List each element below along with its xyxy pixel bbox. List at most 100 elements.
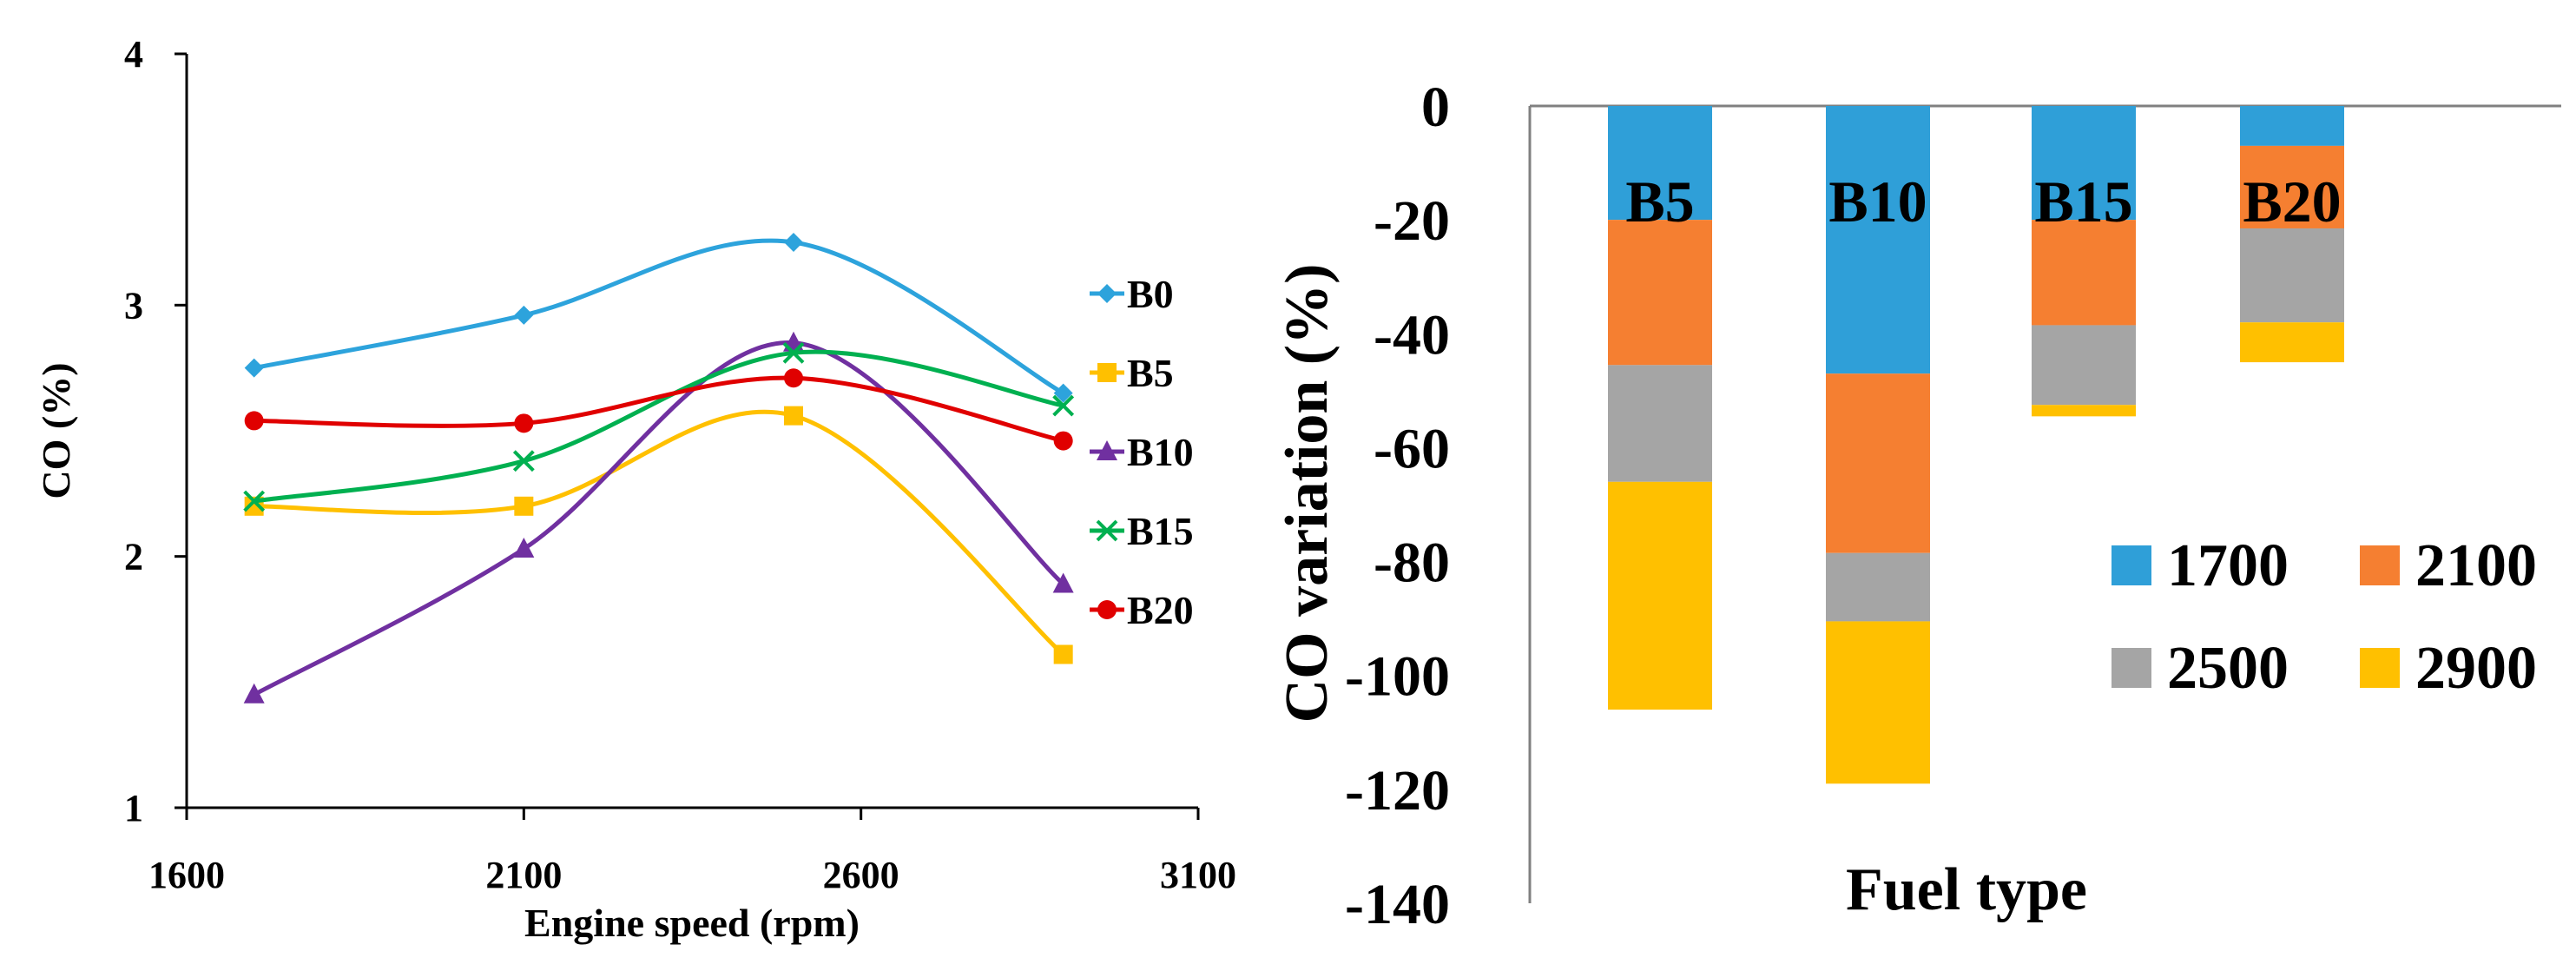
bar-segment-1700 <box>1608 106 1712 221</box>
data-point-b5 <box>1053 644 1073 664</box>
data-point-b15 <box>782 341 805 364</box>
data-point-b5 <box>514 496 534 516</box>
legend-swatch-marker <box>1097 363 1117 382</box>
bar-segment-1700 <box>2032 106 2136 221</box>
y-tick-label: -120 <box>1345 759 1450 822</box>
data-point-b15-stroke-b <box>243 490 266 512</box>
bar-segment-1700 <box>1826 106 1930 374</box>
y-tick-label: 2 <box>124 536 143 578</box>
legend-item-2100: 2100 <box>2360 532 2537 599</box>
legend-item-b0: B0 <box>1090 272 1174 316</box>
legend-swatch-marker <box>1097 440 1117 460</box>
legend-label: B15 <box>1127 509 1194 553</box>
data-point-b20 <box>1053 431 1073 451</box>
legend-item-b20: B20 <box>1090 588 1194 632</box>
bar-segment-2900 <box>1608 481 1712 710</box>
bar-segment-2100 <box>2032 220 2136 326</box>
data-point-b15-stroke-b <box>782 341 805 364</box>
data-point-b20 <box>244 411 264 431</box>
co-variation-bar-chart: 0 -20 -40 -60 -80 -100 -120 -140 Fuel type CO var… <box>1274 76 2561 936</box>
series-b0 <box>244 233 1073 403</box>
bar-segment-2100 <box>1826 373 1930 553</box>
bar-segment-2100 <box>1608 220 1712 366</box>
data-point-b0 <box>244 358 264 378</box>
co-line-chart: 1600 2100 2600 3100 1 2 3 4 Engine speed (rpm) CO… <box>34 33 1236 945</box>
bar-segment-2500 <box>2240 228 2344 323</box>
legend-swatch-marker <box>1096 519 1118 542</box>
legend-item-b15: B15 <box>1090 509 1194 553</box>
series-line-b15 <box>254 349 1064 504</box>
x-axis-title: Fuel type <box>1846 856 2087 923</box>
y-tick-label: 0 <box>1421 76 1450 139</box>
legend-swatch <box>2112 545 2151 585</box>
data-point-b10 <box>1052 572 1074 593</box>
legend-label: B20 <box>1127 588 1194 632</box>
bar-segment-2100 <box>2240 145 2344 228</box>
data-point-b15-stroke-b <box>1052 394 1075 417</box>
legend-swatch <box>2360 545 2400 585</box>
data-point-b15 <box>512 450 535 472</box>
y-axis-title: CO (%) <box>34 362 78 499</box>
bar-stack-b5: B5 <box>1608 106 1712 710</box>
series-b5 <box>244 406 1073 664</box>
y-axis-title: CO variation (%) <box>1274 264 1341 723</box>
y-tick-label: -140 <box>1345 873 1450 936</box>
y-tick-label: -100 <box>1345 645 1450 709</box>
legend-item-b5: B5 <box>1090 351 1174 395</box>
bar-segment-2900 <box>1826 621 1930 784</box>
data-point-b5 <box>784 406 803 426</box>
x-tick-label: 2100 <box>485 854 562 896</box>
data-point-b15 <box>243 490 266 512</box>
category-label-b15: B15 <box>2034 168 2132 234</box>
legend-label: B0 <box>1127 272 1174 316</box>
y-tick-label: -40 <box>1374 303 1450 367</box>
legend-label: 2500 <box>2167 635 2289 702</box>
data-point-b10 <box>513 537 535 558</box>
legend-swatch-marker-stroke-b <box>1096 519 1118 542</box>
series-b10 <box>243 331 1074 703</box>
legend-swatch <box>2360 648 2400 688</box>
bar-stack-b20: B20 <box>2240 106 2344 363</box>
y-tick-label: 1 <box>124 787 143 829</box>
data-point-b20 <box>784 368 803 388</box>
x-tick-label: 1600 <box>148 854 225 896</box>
legend-label: B10 <box>1127 430 1194 474</box>
data-point-b15-stroke-b <box>512 450 535 472</box>
legend-swatch <box>2112 648 2151 688</box>
category-label-b20: B20 <box>2243 168 2341 234</box>
bar-segment-2900 <box>2240 322 2344 363</box>
bar-segment-2500 <box>2032 325 2136 406</box>
category-label-b5: B5 <box>1625 168 1694 234</box>
legend-item-2500: 2500 <box>2112 635 2289 702</box>
series-line-b0 <box>254 238 1064 395</box>
legend-item-b10: B10 <box>1090 430 1194 474</box>
series-b20 <box>244 368 1073 451</box>
data-point-b20 <box>514 413 534 433</box>
data-point-b0 <box>514 305 534 325</box>
bar-segment-1700 <box>2240 106 2344 146</box>
legend-item-2900: 2900 <box>2360 635 2537 702</box>
series-b15 <box>243 341 1075 512</box>
legend-swatch-marker <box>1097 600 1117 619</box>
data-point-b0 <box>1053 383 1073 403</box>
bar-segment-2900 <box>2032 405 2136 417</box>
x-tick-label: 3100 <box>1160 854 1236 896</box>
x-tick-label: 2600 <box>823 854 899 896</box>
series-line-b5 <box>254 409 1065 657</box>
bar-segment-2500 <box>1826 552 1930 622</box>
bar-stack-b15: B15 <box>2032 106 2136 417</box>
data-point-b10 <box>243 683 265 703</box>
series-line-b20 <box>254 375 1064 444</box>
data-point-b15 <box>1052 394 1075 417</box>
data-point-b0 <box>784 233 803 252</box>
bar-stack-b10: B10 <box>1826 106 1930 784</box>
legend-swatch-marker <box>1097 284 1117 303</box>
x-axis-title: Engine speed (rpm) <box>524 901 860 945</box>
legend-label: 2100 <box>2415 532 2537 599</box>
y-tick-label: 4 <box>124 33 143 76</box>
category-label-b10: B10 <box>1828 168 1927 234</box>
bar-segment-2500 <box>1608 365 1712 482</box>
legend-label: 2900 <box>2415 635 2537 702</box>
legend-label: 1700 <box>2167 532 2289 599</box>
